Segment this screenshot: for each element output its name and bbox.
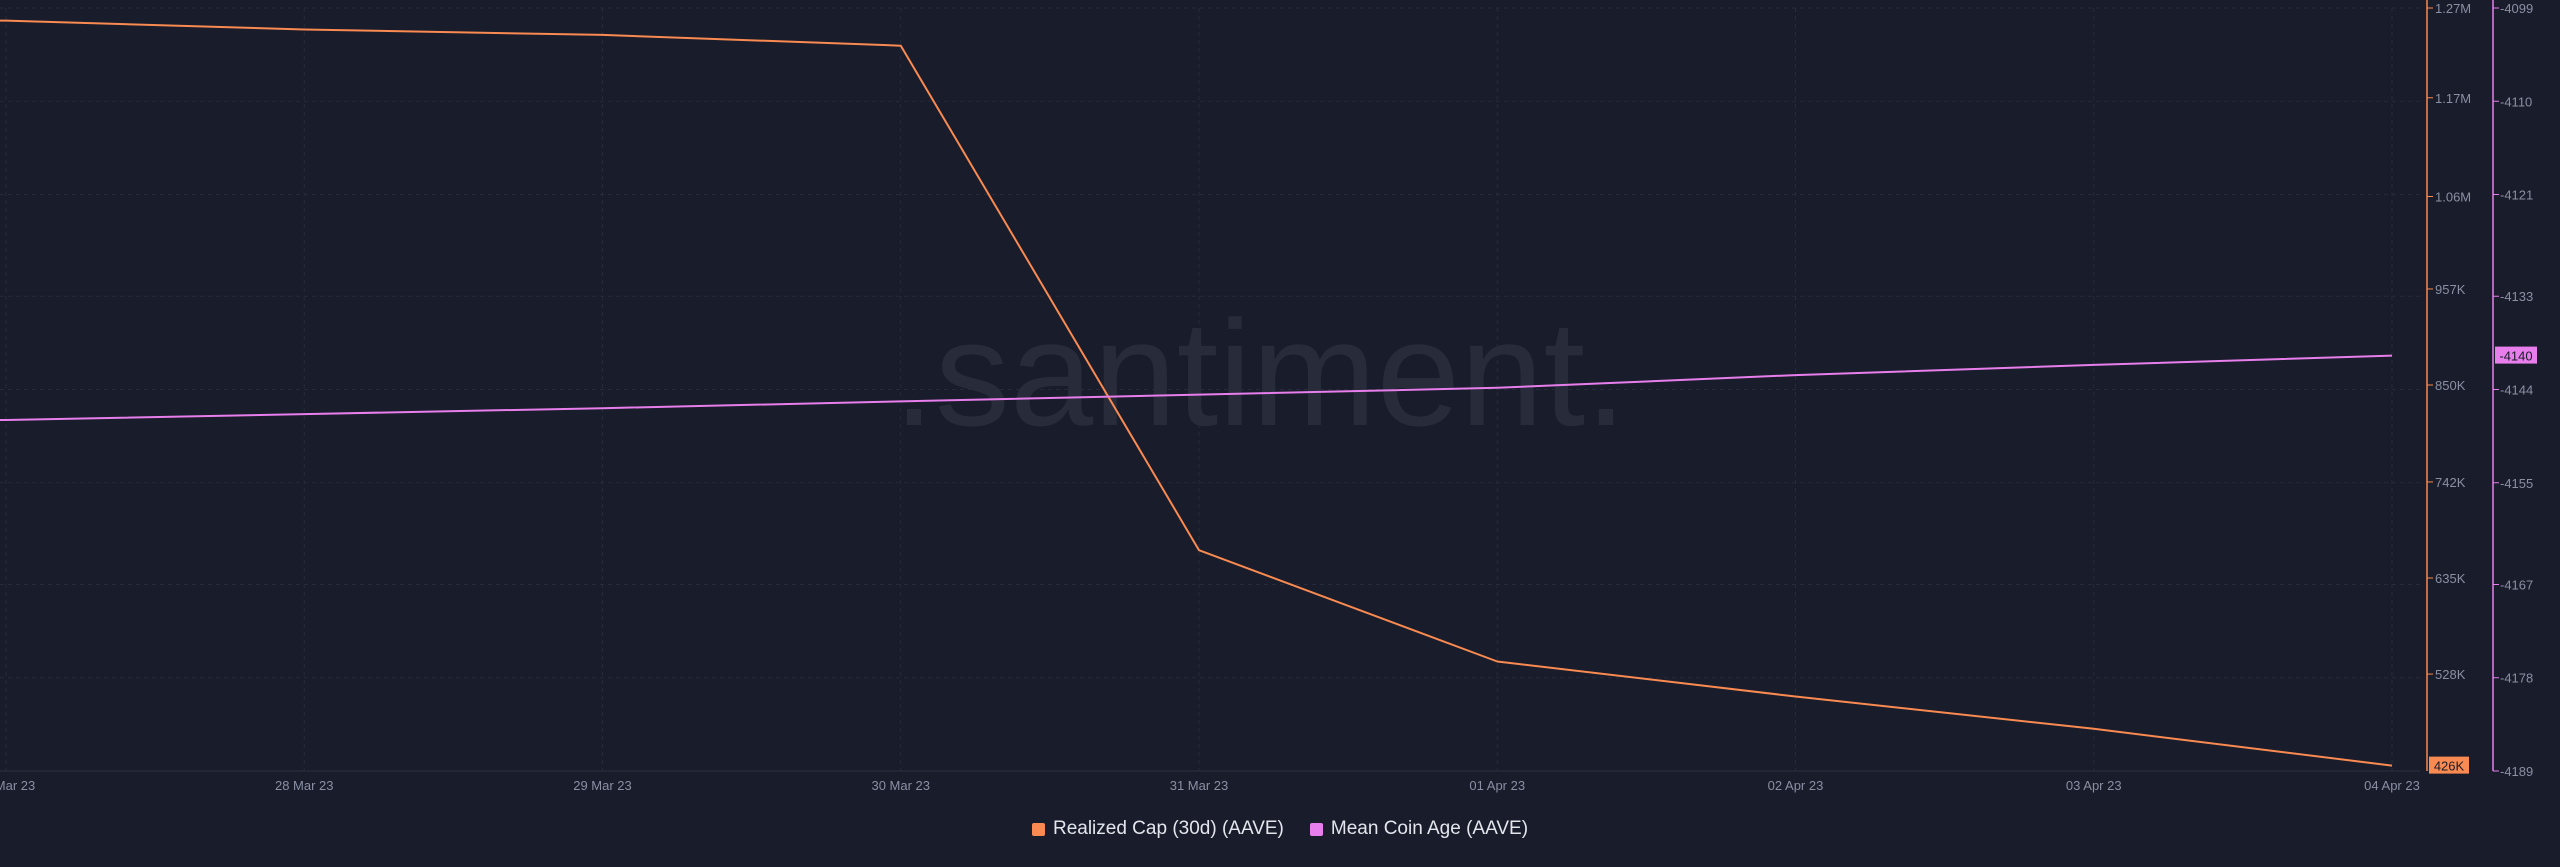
mean-coin-age-line[interactable] bbox=[0, 354, 2393, 421]
mean-coin-age-tick-label: -4189 bbox=[2500, 764, 2533, 779]
realized-cap-line[interactable] bbox=[0, 19, 2393, 767]
realized-cap-last-value-badge bbox=[2429, 756, 2469, 774]
mean-coin-age-tick-label: -4099 bbox=[2500, 1, 2533, 16]
mean-coin-age-tick-label: -4121 bbox=[2500, 188, 2533, 203]
x-tick-label: 29 Mar 23 bbox=[573, 778, 632, 793]
x-tick-label: 30 Mar 23 bbox=[871, 778, 930, 793]
axis-layer bbox=[0, 0, 2499, 772]
mean-coin-age-tick-label: -4155 bbox=[2500, 476, 2533, 491]
chart-legend: Realized Cap (30d) (AAVE) Mean Coin Age … bbox=[0, 818, 2560, 840]
x-tick-label: 28 Mar 23 bbox=[275, 778, 334, 793]
mean-coin-age-last-value: -4140 bbox=[2499, 349, 2532, 364]
realized-cap-tick-label: 528K bbox=[2435, 667, 2466, 682]
mean-coin-age-last-value-badge bbox=[2495, 346, 2537, 364]
label-layer: 27 Mar 23 28 Mar 23 29 Mar 23 30 Mar 23 31 M… bbox=[0, 1, 2537, 793]
realized-cap-tick-label: 850K bbox=[2435, 378, 2466, 393]
x-tick-label: 01 Apr 23 bbox=[1469, 778, 1525, 793]
x-tick-label: 04 Apr 23 bbox=[2364, 778, 2420, 793]
realized-cap-tick-label: 1.27M bbox=[2435, 1, 2471, 16]
x-tick-label: 02 Apr 23 bbox=[1768, 778, 1824, 793]
legend-item-realized-cap[interactable]: Realized Cap (30d) (AAVE) bbox=[1031, 818, 1284, 840]
legend-label-mean-coin-age: Mean Coin Age (AAVE) bbox=[1330, 818, 1529, 839]
mean-coin-age-tick-label: -4110 bbox=[2500, 94, 2532, 109]
x-tick-label: 27 Mar 23 bbox=[0, 778, 35, 793]
realized-cap-tick-label: 1.06M bbox=[2435, 190, 2471, 205]
legend-item-mean-coin-age[interactable]: Mean Coin Age (AAVE) bbox=[1309, 818, 1529, 840]
chart-svg: .santiment. 27 Mar 23 28 Mar 23 29 Mar 23 3… bbox=[0, 0, 2537, 793]
realized-cap-last-value: 426K bbox=[2434, 759, 2465, 774]
realized-cap-tick-label: 957K bbox=[2435, 282, 2466, 297]
mean-coin-age-tick-label: -4167 bbox=[2500, 577, 2533, 592]
realized-cap-tick-label: 635K bbox=[2435, 571, 2466, 586]
santiment-watermark: .santiment. bbox=[893, 289, 1627, 457]
realized-cap-tick-label: 742K bbox=[2435, 475, 2466, 490]
x-tick-label: 03 Apr 23 bbox=[2066, 778, 2122, 793]
legend-swatch-mean-coin-age bbox=[1309, 822, 1323, 836]
mean-coin-age-tick-label: -4178 bbox=[2500, 671, 2533, 686]
realized-cap-tick-label: 1.17M bbox=[2435, 91, 2471, 106]
mean-coin-age-tick-label: -4144 bbox=[2500, 383, 2533, 398]
series-layer bbox=[0, 19, 2393, 767]
legend-label-realized-cap: Realized Cap (30d) (AAVE) bbox=[1052, 818, 1284, 839]
x-tick-label: 31 Mar 23 bbox=[1170, 778, 1229, 793]
mean-coin-age-tick-label: -4133 bbox=[2500, 289, 2533, 304]
legend-swatch-realized-cap bbox=[1031, 822, 1045, 836]
